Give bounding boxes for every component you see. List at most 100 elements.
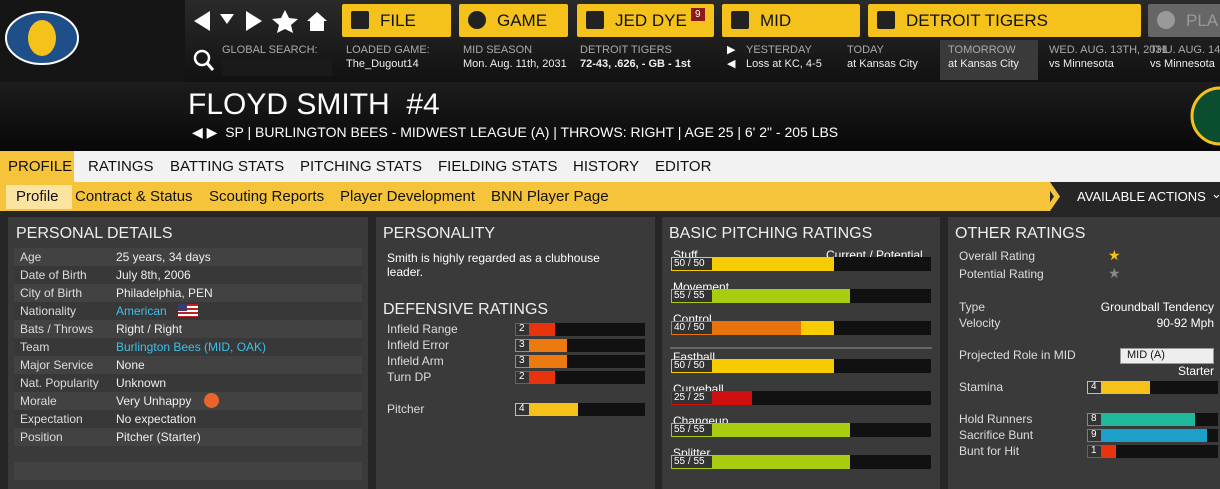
pitch-label: 40 / 50 bbox=[674, 322, 705, 333]
rating-track bbox=[1087, 445, 1218, 458]
nav-button[interactable]: GAME bbox=[459, 4, 568, 37]
pitch-bar-current bbox=[671, 455, 850, 469]
panel-title: OTHER RATINGS bbox=[955, 225, 1086, 242]
tab[interactable]: EDITOR bbox=[655, 158, 712, 175]
info-label: YESTERDAY bbox=[746, 44, 812, 56]
rating-value: 2 bbox=[519, 371, 525, 382]
tab[interactable]: RATINGS bbox=[88, 158, 154, 175]
detail-row bbox=[14, 266, 362, 284]
rating-box bbox=[516, 404, 529, 415]
other-label: Type bbox=[959, 300, 986, 314]
detail-row bbox=[14, 410, 362, 428]
rating-value: 4 bbox=[1091, 381, 1097, 392]
nav-button-label: FILE bbox=[380, 11, 416, 30]
detail-value: July 8th, 2006 bbox=[116, 268, 191, 282]
nav-icon bbox=[586, 11, 604, 29]
tab[interactable]: PROFILE bbox=[8, 158, 73, 175]
nav-button[interactable]: PLA bbox=[1148, 4, 1220, 37]
other-value: 90-92 Mph bbox=[1156, 316, 1214, 330]
rating-value: 1 bbox=[1091, 445, 1097, 456]
pitch-label: 55 / 55 bbox=[674, 290, 705, 301]
detail-label: Date of Birth bbox=[20, 268, 87, 282]
subtitle: SP | BURLINGTON BEES - MIDWEST LEAGUE (A… bbox=[225, 124, 839, 140]
pitch-bar-current bbox=[671, 423, 850, 437]
nav-button[interactable]: DETROIT TIGERS bbox=[868, 4, 1141, 37]
def-label: Infield Range bbox=[387, 322, 458, 336]
rating-box bbox=[1088, 414, 1101, 425]
star-potential: ★ bbox=[1108, 265, 1121, 281]
pitch-label-box bbox=[672, 424, 712, 436]
pitch-bar-current bbox=[671, 289, 850, 303]
subtab[interactable]: Scouting Reports bbox=[209, 188, 325, 205]
tab[interactable]: HISTORY bbox=[573, 158, 640, 175]
detail-label: Nationality bbox=[20, 304, 77, 318]
nav-button[interactable]: MID bbox=[722, 4, 860, 37]
def-label: Pitcher bbox=[387, 402, 425, 416]
detail-label: Morale bbox=[20, 394, 57, 408]
panel-title: PERSONAL DETAILS bbox=[16, 225, 173, 242]
star-icon[interactable] bbox=[272, 10, 298, 33]
tab[interactable]: FIELDING STATS bbox=[438, 158, 558, 175]
pitch-label: 25 / 25 bbox=[674, 392, 705, 403]
other-label: Overall Rating bbox=[959, 249, 1036, 263]
history-arrow[interactable] bbox=[220, 14, 234, 24]
detail-label: Position bbox=[20, 430, 63, 444]
notification-badge: 9 bbox=[691, 8, 705, 21]
rating-value: 3 bbox=[519, 355, 525, 366]
detail-row bbox=[14, 338, 362, 356]
role-select[interactable]: MID (A) bbox=[1120, 348, 1214, 364]
rating-value: 9 bbox=[1091, 429, 1097, 440]
nav-button-label: GAME bbox=[497, 11, 548, 30]
yesterday-arrows[interactable]: ▶ ◀ bbox=[727, 44, 736, 70]
nav-button[interactable]: FILE bbox=[342, 4, 451, 37]
morale-icon bbox=[204, 393, 219, 408]
info-label: MID SEASON bbox=[463, 44, 533, 56]
pitch-label-box bbox=[672, 322, 712, 334]
personality-text: Smith is highly regarded as a clubhouse … bbox=[387, 251, 600, 279]
pitch-label-box bbox=[672, 360, 712, 372]
subtab[interactable]: Profile bbox=[16, 188, 59, 205]
pitch-label-box bbox=[672, 456, 712, 468]
detail-row bbox=[14, 320, 362, 338]
detail-value[interactable]: American bbox=[116, 304, 167, 318]
detail-label: Age bbox=[20, 250, 42, 264]
detail-row bbox=[14, 392, 362, 410]
tab-bar bbox=[0, 151, 1220, 182]
info-value: at Kansas City bbox=[847, 58, 918, 70]
rating-value: 4 bbox=[519, 403, 525, 414]
home-icon[interactable] bbox=[307, 12, 327, 31]
def-label: Infield Error bbox=[387, 338, 450, 352]
forward-arrow[interactable] bbox=[246, 11, 262, 31]
detail-label: Nat. Popularity bbox=[20, 376, 99, 390]
pitch-label-box bbox=[672, 392, 712, 404]
detail-value[interactable]: Burlington Bees (MID, OAK) bbox=[116, 340, 267, 354]
personality-panel bbox=[376, 217, 655, 489]
available-actions[interactable]: AVAILABLE ACTIONS bbox=[1077, 189, 1206, 204]
detail-label: Major Service bbox=[20, 358, 94, 372]
rating-value: 8 bbox=[1091, 413, 1097, 424]
info-label: TODAY bbox=[847, 44, 884, 56]
flag-canton bbox=[178, 304, 187, 311]
active-tab-bg bbox=[0, 151, 74, 182]
pitch-label: 55 / 55 bbox=[674, 424, 705, 435]
search-input[interactable] bbox=[222, 59, 332, 76]
subtab[interactable]: Player Development bbox=[340, 188, 476, 205]
rating-box bbox=[1088, 446, 1101, 457]
def-label: Turn DP bbox=[387, 370, 432, 384]
tab[interactable]: PITCHING STATS bbox=[300, 158, 422, 175]
detail-row bbox=[14, 284, 362, 302]
nav-button-label: MID bbox=[760, 11, 792, 30]
detail-row bbox=[14, 374, 362, 392]
rating-box bbox=[516, 340, 529, 351]
other-label: Velocity bbox=[959, 316, 1001, 330]
subtab[interactable]: Contract & Status bbox=[75, 188, 193, 205]
def-label: Infield Arm bbox=[387, 354, 444, 368]
back-arrow[interactable] bbox=[194, 11, 210, 31]
subtab[interactable]: BNN Player Page bbox=[491, 188, 609, 205]
pitch-label: 55 / 55 bbox=[674, 456, 705, 467]
search-icon[interactable] bbox=[192, 48, 216, 74]
rating-box bbox=[516, 356, 529, 367]
rating-bar bbox=[1087, 429, 1207, 442]
actions-caret[interactable]: ⌄ bbox=[1211, 186, 1220, 201]
tab[interactable]: BATTING STATS bbox=[170, 158, 285, 175]
